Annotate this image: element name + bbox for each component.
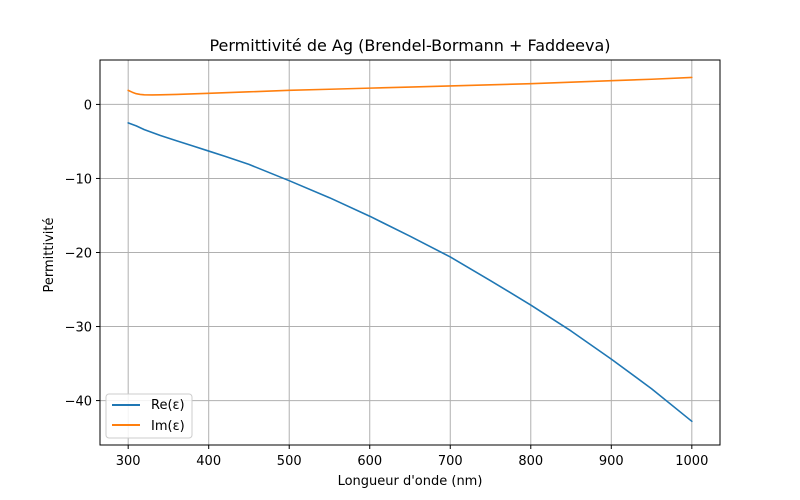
x-tick-label: 300 [116, 454, 141, 469]
x-tick-label: 500 [277, 454, 302, 469]
legend-label-im: Im(ε) [151, 419, 185, 434]
x-tick-label: 800 [518, 454, 543, 469]
y-axis-label: Permittivité [42, 218, 57, 293]
y-tick-label: −20 [65, 247, 92, 262]
chart-title: Permittivité de Ag (Brendel-Bormann + Fa… [209, 36, 610, 55]
x-axis-label: Longueur d'onde (nm) [338, 474, 483, 489]
x-tick-label: 1000 [675, 454, 708, 469]
series-line-0 [127, 122, 693, 423]
series-line-1 [127, 76, 693, 96]
y-tick-label: −40 [65, 395, 92, 410]
legend: Re(ε) Im(ε) [105, 393, 193, 439]
y-tick-label: −30 [65, 321, 92, 336]
y-axis-ticks: 0 −10 −20 −30 −40 [65, 98, 100, 410]
legend-label-re: Re(ε) [151, 398, 185, 413]
x-tick-label: 400 [196, 454, 221, 469]
x-tick-label: 600 [357, 454, 382, 469]
y-tick-label: 0 [84, 98, 92, 113]
y-tick-label: −10 [65, 172, 92, 187]
series-lines [127, 76, 693, 423]
x-tick-label: 900 [599, 454, 624, 469]
grid [100, 60, 720, 445]
x-tick-label: 700 [438, 454, 463, 469]
x-axis-ticks: 300 400 500 600 700 800 900 1000 [116, 445, 708, 469]
